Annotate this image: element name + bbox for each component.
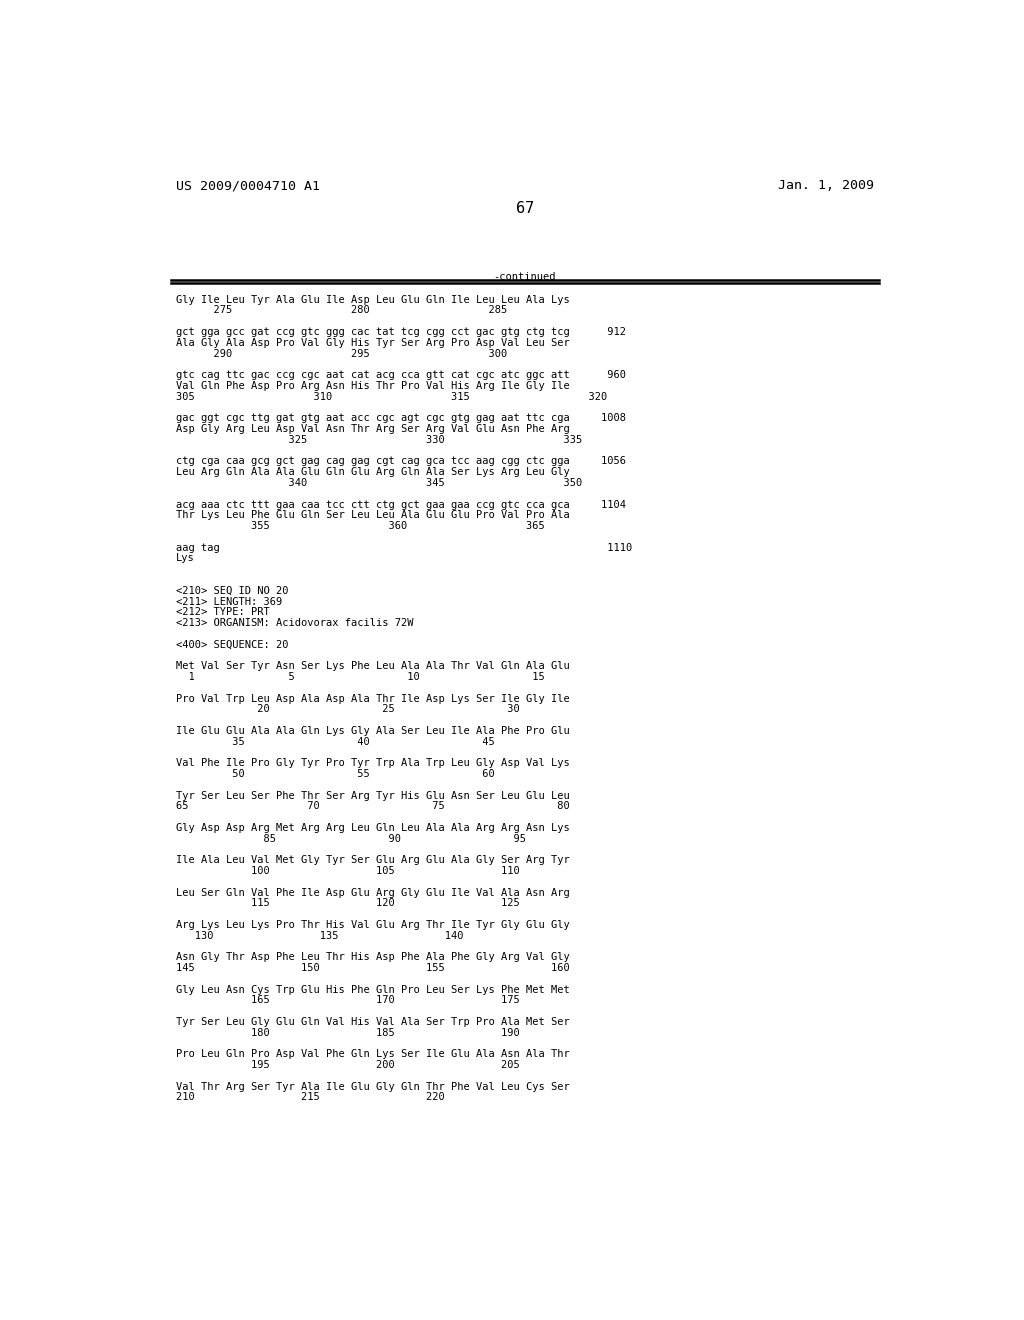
Text: 325                   330                   335: 325 330 335 — [176, 434, 583, 445]
Text: US 2009/0004710 A1: US 2009/0004710 A1 — [176, 180, 321, 193]
Text: -continued: -continued — [494, 272, 556, 282]
Text: 35                  40                  45: 35 40 45 — [176, 737, 495, 747]
Text: gct gga gcc gat ccg gtc ggg cac tat tcg cgg cct gac gtg ctg tcg      912: gct gga gcc gat ccg gtc ggg cac tat tcg … — [176, 327, 626, 337]
Text: Tyr Ser Leu Ser Phe Thr Ser Arg Tyr His Glu Asn Ser Leu Glu Leu: Tyr Ser Leu Ser Phe Thr Ser Arg Tyr His … — [176, 791, 569, 800]
Text: Gly Asp Asp Arg Met Arg Arg Leu Gln Leu Ala Ala Arg Arg Asn Lys: Gly Asp Asp Arg Met Arg Arg Leu Gln Leu … — [176, 822, 569, 833]
Text: Met Val Ser Tyr Asn Ser Lys Phe Leu Ala Ala Thr Val Gln Ala Glu: Met Val Ser Tyr Asn Ser Lys Phe Leu Ala … — [176, 661, 569, 671]
Text: 290                   295                   300: 290 295 300 — [176, 348, 507, 359]
Text: <213> ORGANISM: Acidovorax facilis 72W: <213> ORGANISM: Acidovorax facilis 72W — [176, 618, 414, 628]
Text: 165                 170                 175: 165 170 175 — [176, 995, 520, 1006]
Text: <210> SEQ ID NO 20: <210> SEQ ID NO 20 — [176, 586, 289, 595]
Text: 195                 200                 205: 195 200 205 — [176, 1060, 520, 1071]
Text: Gly Ile Leu Tyr Ala Glu Ile Asp Leu Glu Gln Ile Leu Leu Ala Lys: Gly Ile Leu Tyr Ala Glu Ile Asp Leu Glu … — [176, 294, 569, 305]
Text: 210                 215                 220: 210 215 220 — [176, 1093, 444, 1102]
Text: gtc cag ttc gac ccg cgc aat cat acg cca gtt cat cgc atc ggc att      960: gtc cag ttc gac ccg cgc aat cat acg cca … — [176, 370, 626, 380]
Text: acg aaa ctc ttt gaa caa tcc ctt ctg gct gaa gaa ccg gtc cca gca     1104: acg aaa ctc ttt gaa caa tcc ctt ctg gct … — [176, 499, 626, 510]
Text: <400> SEQUENCE: 20: <400> SEQUENCE: 20 — [176, 640, 289, 649]
Text: Ile Ala Leu Val Met Gly Tyr Ser Glu Arg Glu Ala Gly Ser Arg Tyr: Ile Ala Leu Val Met Gly Tyr Ser Glu Arg … — [176, 855, 569, 865]
Text: Asp Gly Arg Leu Asp Val Asn Thr Arg Ser Arg Val Glu Asn Phe Arg: Asp Gly Arg Leu Asp Val Asn Thr Arg Ser … — [176, 424, 569, 434]
Text: gac ggt cgc ttg gat gtg aat acc cgc agt cgc gtg gag aat ttc cga     1008: gac ggt cgc ttg gat gtg aat acc cgc agt … — [176, 413, 626, 424]
Text: Gly Leu Asn Cys Trp Glu His Phe Gln Pro Leu Ser Lys Phe Met Met: Gly Leu Asn Cys Trp Glu His Phe Gln Pro … — [176, 985, 569, 994]
Text: Val Gln Phe Asp Pro Arg Asn His Thr Pro Val His Arg Ile Gly Ile: Val Gln Phe Asp Pro Arg Asn His Thr Pro … — [176, 381, 569, 391]
Text: 340                   345                   350: 340 345 350 — [176, 478, 583, 488]
Text: Thr Lys Leu Phe Glu Gln Ser Leu Leu Ala Glu Glu Pro Val Pro Ala: Thr Lys Leu Phe Glu Gln Ser Leu Leu Ala … — [176, 511, 569, 520]
Text: 275                   280                   285: 275 280 285 — [176, 305, 507, 315]
Text: aag tag                                                              1110: aag tag 1110 — [176, 543, 632, 553]
Text: Leu Ser Gln Val Phe Ile Asp Glu Arg Gly Glu Ile Val Ala Asn Arg: Leu Ser Gln Val Phe Ile Asp Glu Arg Gly … — [176, 887, 569, 898]
Text: 20                  25                  30: 20 25 30 — [176, 705, 520, 714]
Text: Ala Gly Ala Asp Pro Val Gly His Tyr Ser Arg Pro Asp Val Leu Ser: Ala Gly Ala Asp Pro Val Gly His Tyr Ser … — [176, 338, 569, 347]
Text: Pro Val Trp Leu Asp Ala Asp Ala Thr Ile Asp Lys Ser Ile Gly Ile: Pro Val Trp Leu Asp Ala Asp Ala Thr Ile … — [176, 693, 569, 704]
Text: Arg Lys Leu Lys Pro Thr His Val Glu Arg Thr Ile Tyr Gly Glu Gly: Arg Lys Leu Lys Pro Thr His Val Glu Arg … — [176, 920, 569, 929]
Text: 130                 135                 140: 130 135 140 — [176, 931, 464, 941]
Text: ctg cga caa gcg gct gag cag gag cgt cag gca tcc aag cgg ctc gga     1056: ctg cga caa gcg gct gag cag gag cgt cag … — [176, 457, 626, 466]
Text: 1               5                  10                  15: 1 5 10 15 — [176, 672, 545, 682]
Text: 305                   310                   315                   320: 305 310 315 320 — [176, 392, 607, 401]
Text: 50                  55                  60: 50 55 60 — [176, 770, 495, 779]
Text: Leu Arg Gln Ala Ala Glu Gln Glu Arg Gln Ala Ser Lys Arg Leu Gly: Leu Arg Gln Ala Ala Glu Gln Glu Arg Gln … — [176, 467, 569, 477]
Text: 85                  90                  95: 85 90 95 — [176, 834, 526, 843]
Text: <211> LENGTH: 369: <211> LENGTH: 369 — [176, 597, 283, 606]
Text: Lys: Lys — [176, 553, 195, 564]
Text: 100                 105                 110: 100 105 110 — [176, 866, 520, 876]
Text: Jan. 1, 2009: Jan. 1, 2009 — [777, 180, 873, 193]
Text: 67: 67 — [516, 201, 534, 215]
Text: 145                 150                 155                 160: 145 150 155 160 — [176, 964, 569, 973]
Text: 65                   70                  75                  80: 65 70 75 80 — [176, 801, 569, 812]
Text: 180                 185                 190: 180 185 190 — [176, 1028, 520, 1038]
Text: Asn Gly Thr Asp Phe Leu Thr His Asp Phe Ala Phe Gly Arg Val Gly: Asn Gly Thr Asp Phe Leu Thr His Asp Phe … — [176, 952, 569, 962]
Text: Val Phe Ile Pro Gly Tyr Pro Tyr Trp Ala Trp Leu Gly Asp Val Lys: Val Phe Ile Pro Gly Tyr Pro Tyr Trp Ala … — [176, 758, 569, 768]
Text: 355                   360                   365: 355 360 365 — [176, 521, 545, 531]
Text: Tyr Ser Leu Gly Glu Gln Val His Val Ala Ser Trp Pro Ala Met Ser: Tyr Ser Leu Gly Glu Gln Val His Val Ala … — [176, 1016, 569, 1027]
Text: 115                 120                 125: 115 120 125 — [176, 899, 520, 908]
Text: Pro Leu Gln Pro Asp Val Phe Gln Lys Ser Ile Glu Ala Asn Ala Thr: Pro Leu Gln Pro Asp Val Phe Gln Lys Ser … — [176, 1049, 569, 1059]
Text: Ile Glu Glu Ala Ala Gln Lys Gly Ala Ser Leu Ile Ala Phe Pro Glu: Ile Glu Glu Ala Ala Gln Lys Gly Ala Ser … — [176, 726, 569, 735]
Text: <212> TYPE: PRT: <212> TYPE: PRT — [176, 607, 269, 618]
Text: Val Thr Arg Ser Tyr Ala Ile Glu Gly Gln Thr Phe Val Leu Cys Ser: Val Thr Arg Ser Tyr Ala Ile Glu Gly Gln … — [176, 1081, 569, 1092]
